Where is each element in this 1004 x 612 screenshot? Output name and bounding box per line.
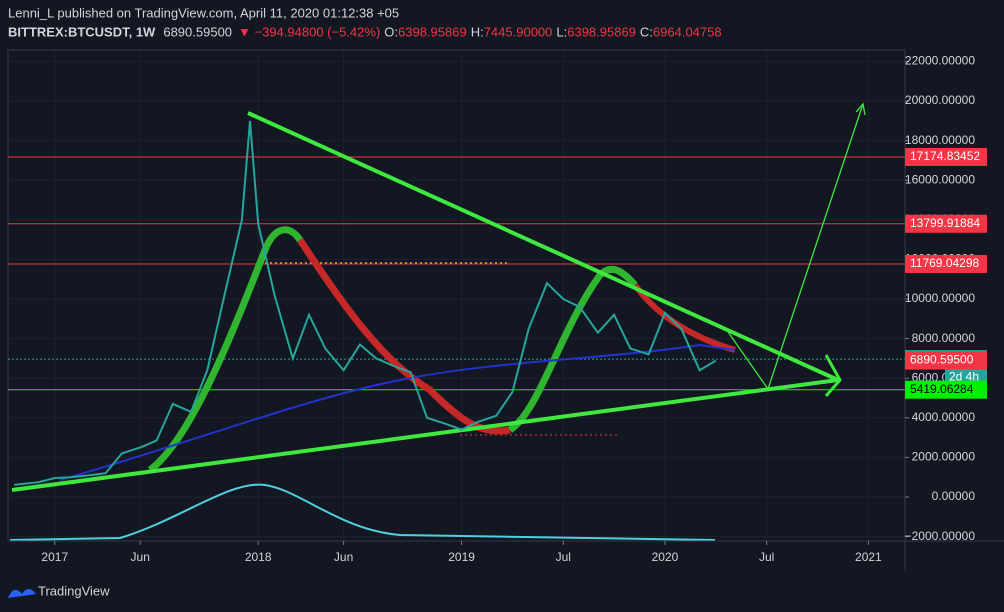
- arrow-head: [855, 102, 866, 116]
- last-price: 6890.59500: [163, 24, 232, 39]
- drawings: [9, 102, 866, 541]
- x-tick-label: 2017: [41, 550, 68, 564]
- symbol: BITTREX:BTCUSDT, 1W: [8, 24, 156, 39]
- x-tick-label: 2020: [652, 550, 679, 564]
- y-tick-label: 8000.00000: [912, 331, 976, 345]
- trend-line: [247, 111, 839, 382]
- ohlc-value: 7445.90000: [484, 24, 553, 39]
- price-label-box: [905, 351, 987, 370]
- x-tick-label: Jun: [131, 550, 150, 564]
- price-axis: [905, 50, 1004, 541]
- ohlc-key: C:: [640, 24, 653, 39]
- price-change: ▼ −394.94800 (−5.42%): [238, 24, 380, 39]
- x-tick-label: 2021: [855, 550, 882, 564]
- branding: TradingView: [38, 583, 110, 598]
- y-tick-label: 2000.00000: [912, 450, 976, 464]
- y-tick-label: −2000.00000: [905, 529, 976, 543]
- volume-average: [9, 483, 716, 541]
- y-tick-label: 4000.00000: [912, 410, 976, 424]
- y-tick-label: 18000.00000: [905, 133, 975, 147]
- y-tick-label: 22000.00000: [905, 54, 975, 68]
- y-tick-label: 10000.00000: [905, 291, 975, 305]
- ohlc-value: 6398.95869: [398, 24, 467, 39]
- price-label-box: [905, 380, 987, 399]
- x-tick-label: Jun: [334, 550, 353, 564]
- ohlc-key: H:: [471, 24, 484, 39]
- x-tick-label: Jul: [556, 550, 571, 564]
- ohlc-value: 6398.95869: [567, 24, 636, 39]
- publish-line: Lenni_L published on TradingView.com, Ap…: [8, 5, 399, 20]
- logo: TradingView: [8, 583, 110, 598]
- price-label: 6890.59500: [910, 353, 974, 367]
- price-label-box: [905, 254, 987, 273]
- price-label: 17174.83452: [910, 149, 980, 163]
- price-line: [13, 120, 717, 486]
- x-tick-label: Jul: [759, 550, 774, 564]
- indicator-band: [147, 226, 303, 473]
- ohlc-value: 6964.04758: [653, 24, 722, 39]
- price-label: 13799.91884: [910, 216, 980, 230]
- projection-arrow: [725, 103, 864, 391]
- price-label-box: [905, 147, 987, 166]
- y-tick-label: 0.00000: [932, 489, 976, 503]
- ohlc-key: O:: [384, 24, 398, 39]
- trend-line: [11, 378, 839, 492]
- x-tick-label: 2019: [448, 550, 475, 564]
- y-tick-label: 20000.00000: [905, 93, 975, 107]
- ohlc-key: L:: [556, 24, 567, 39]
- price-label: 11769.04298: [910, 256, 980, 270]
- price-label-box: [905, 214, 987, 233]
- y-tick-label: 16000.00000: [905, 172, 975, 186]
- arrow-head: [824, 354, 842, 397]
- logo-icon: [8, 589, 36, 598]
- indicator-band: [507, 265, 638, 433]
- moving-average: [59, 343, 736, 481]
- indicator-band: [632, 283, 736, 353]
- x-tick-label: 2018: [245, 550, 272, 564]
- price-label: 5419.06284: [910, 382, 974, 396]
- countdown: 2d 4h: [949, 369, 979, 383]
